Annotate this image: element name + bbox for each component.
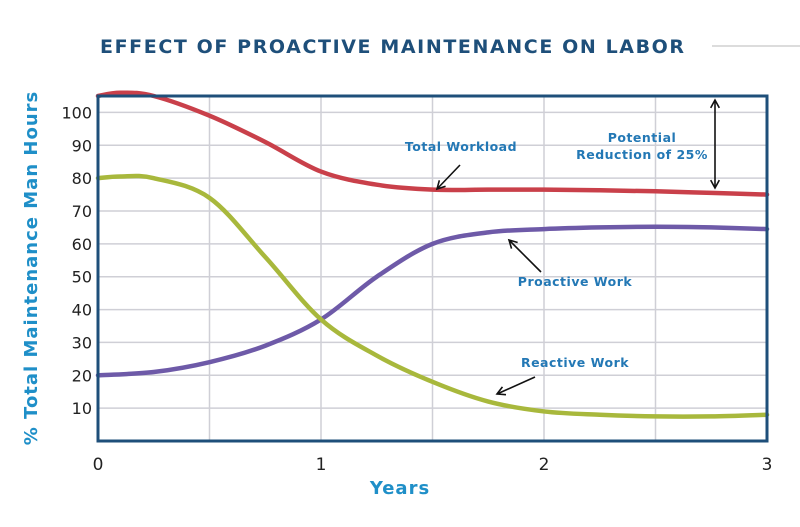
x-tick-label: 2 [539, 455, 550, 475]
y-tick-label: 20 [72, 366, 92, 385]
y-axis-ticks: 10 20 30 40 50 60 70 80 90 100 [61, 103, 92, 418]
arrow-reduction-head-top [709, 98, 721, 109]
annotation-reactive-work: Reactive Work [521, 355, 629, 370]
arrow-reactive-work [496, 376, 536, 395]
y-tick-label: 30 [72, 333, 92, 352]
y-tick-label: 40 [72, 301, 92, 320]
y-tick-label: 100 [61, 103, 92, 122]
series-line-proactive-work [95, 224, 770, 378]
y-tick-label: 10 [72, 399, 92, 418]
y-tick-label: 90 [72, 136, 92, 155]
arrow-reduction-head-bottom [709, 179, 721, 190]
x-tick-label: 0 [93, 455, 104, 475]
annotation-total-workload: Total Workload [405, 139, 517, 154]
annotation-arrows [435, 98, 721, 396]
annotation-reduction-line2: Reduction of 25% [576, 147, 708, 162]
annotation-proactive-work: Proactive Work [518, 274, 633, 289]
y-axis-label: % Total Maintenance Man Hours [21, 91, 42, 446]
y-tick-label: 70 [72, 202, 92, 221]
x-axis-label: Years [369, 478, 430, 499]
y-tick-label: 60 [72, 235, 92, 254]
x-tick-label: 1 [316, 455, 327, 475]
arrow-total-workload-head [435, 180, 446, 191]
series-line-reactive-work [95, 173, 770, 419]
arrow-proactive-work [508, 239, 542, 273]
y-tick-label: 80 [72, 169, 92, 188]
plot-frame [96, 94, 769, 443]
y-tick-label: 50 [72, 268, 92, 287]
arrow-reactive-work-head [495, 386, 507, 396]
chart-title: EFFECT OF PROACTIVE MAINTENANCE ON LABOR [100, 36, 686, 58]
arrow-proactive-work-head [507, 238, 518, 249]
x-tick-label: 3 [762, 455, 773, 475]
x-axis-ticks: 0 1 2 3 [93, 455, 773, 475]
annotation-reduction-line1: Potential [608, 130, 677, 145]
arrow-total-workload [436, 164, 461, 190]
